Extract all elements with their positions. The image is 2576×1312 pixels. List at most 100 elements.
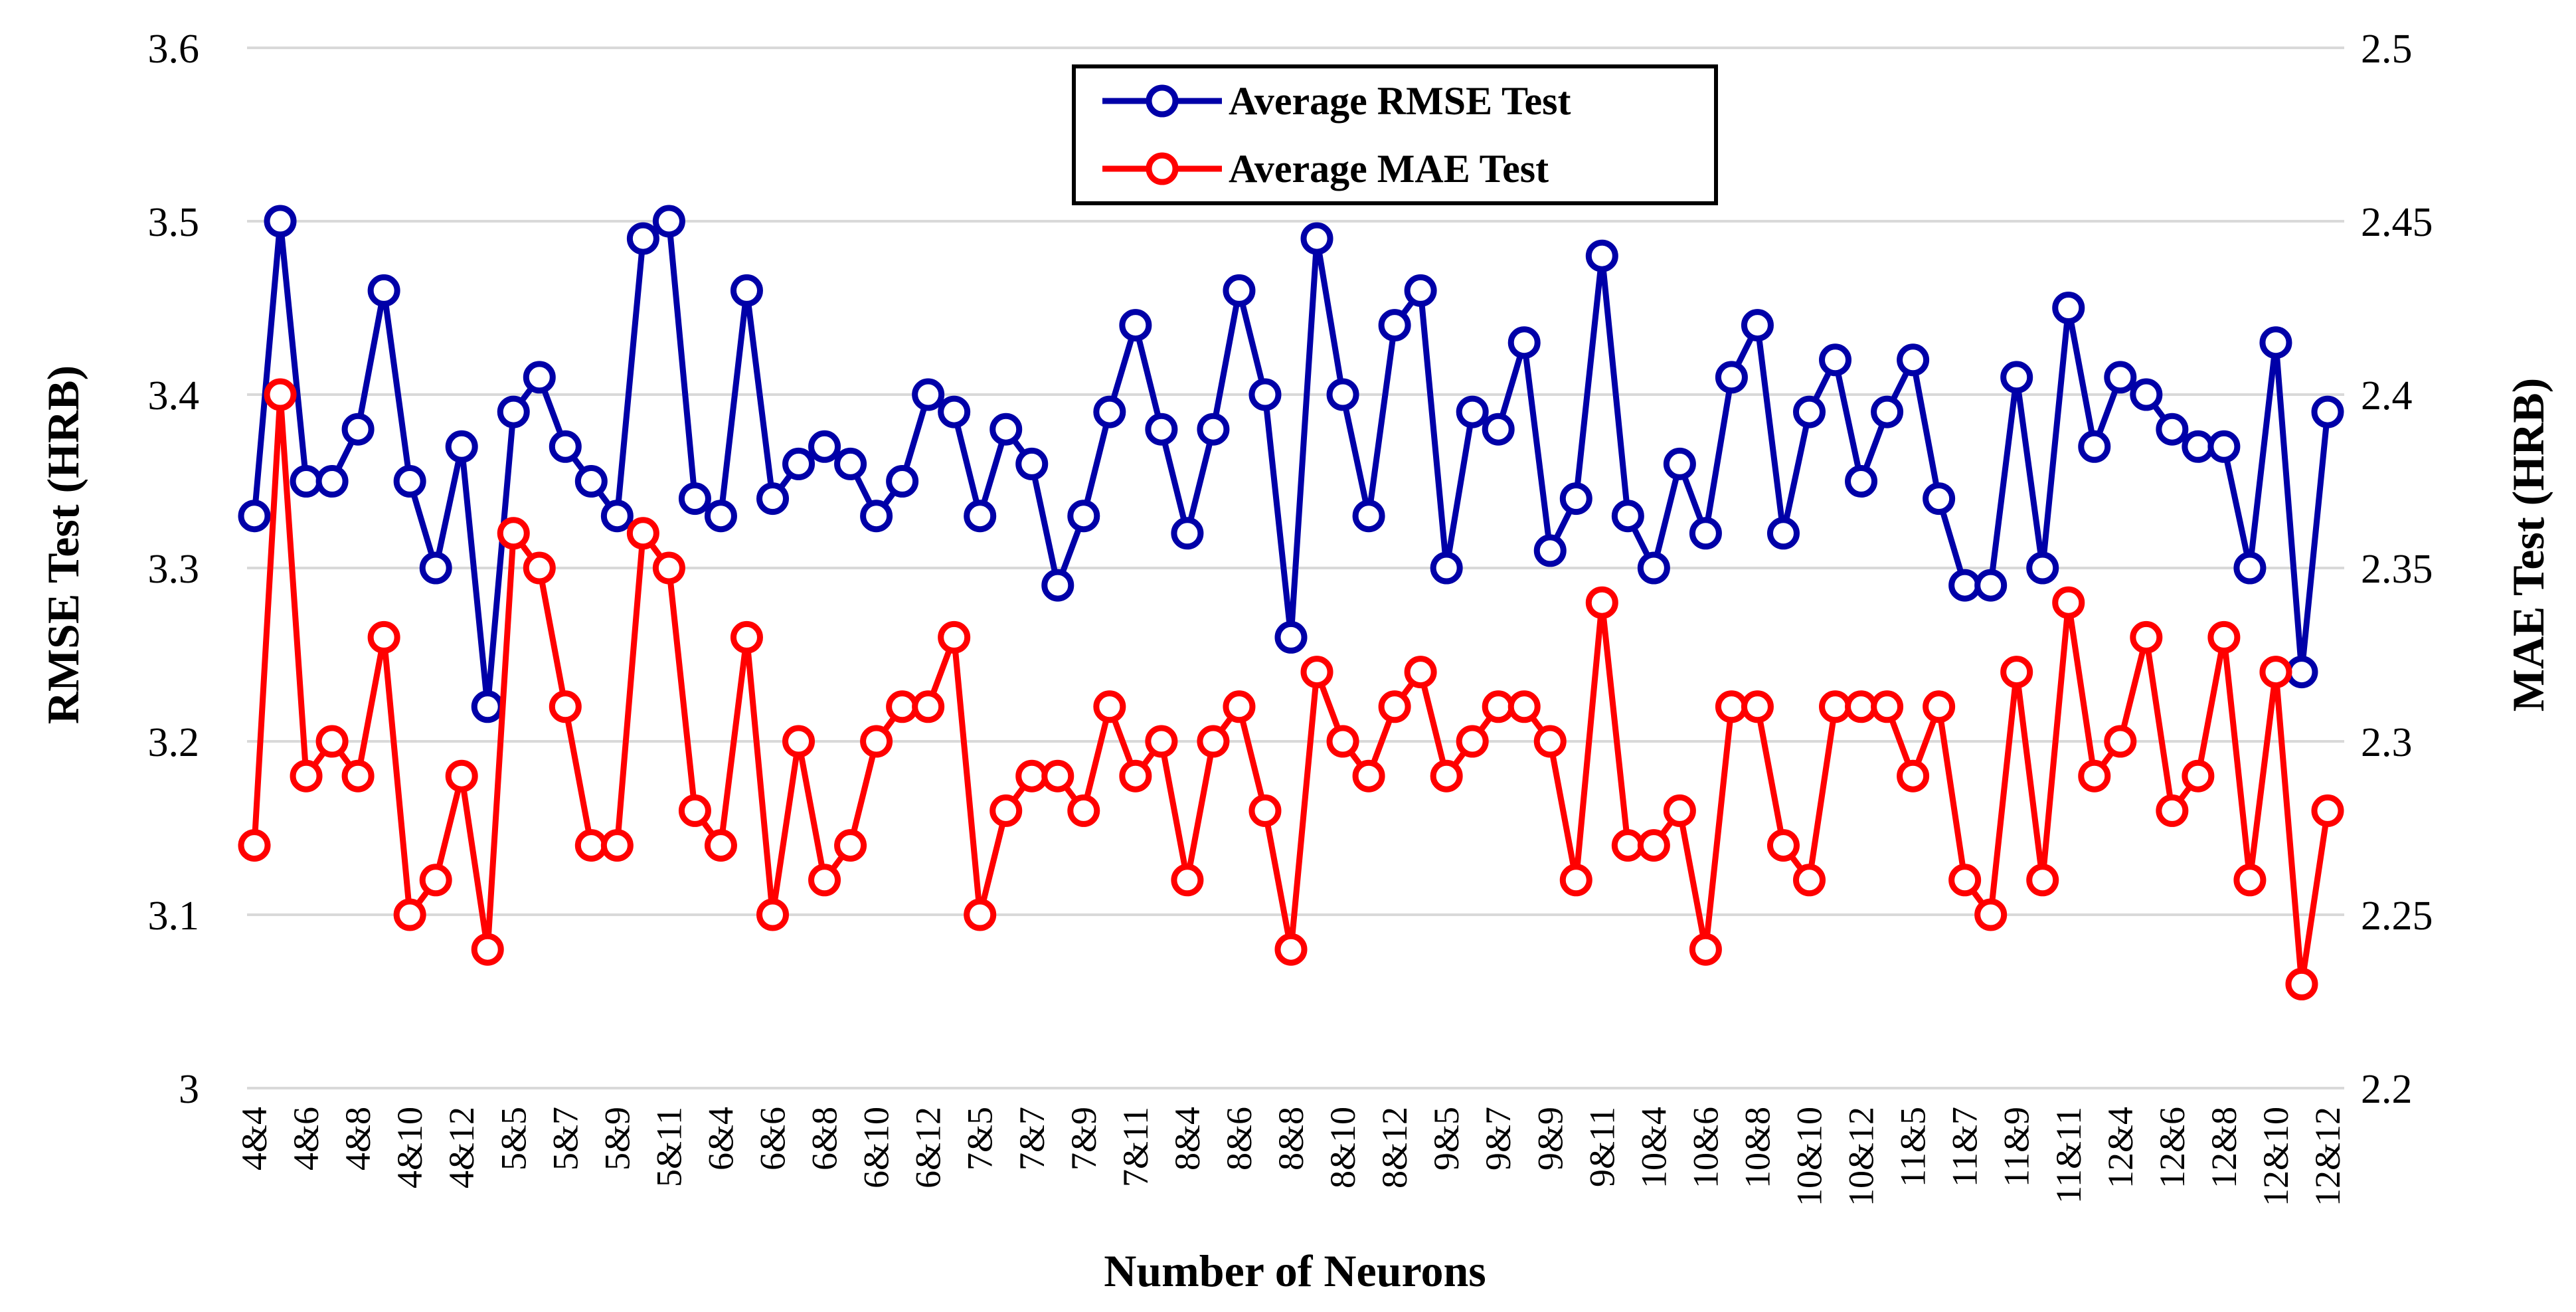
data-point: [1404, 656, 1437, 689]
x-tick-label: 4&10: [390, 1107, 430, 1188]
data-point: [574, 829, 608, 862]
data-point: [1871, 690, 1904, 723]
data-point: [989, 413, 1023, 446]
data-point: [1559, 482, 1592, 515]
right-axis-ticks: 2.2 2.25 2.3 2.35 2.4 2.45 2.5: [2361, 27, 2433, 1112]
legend: Average RMSE Test Average MAE Test: [1072, 64, 1718, 205]
data-point: [1093, 690, 1126, 723]
y-tick-label: 3.5: [148, 200, 200, 245]
y2-tick-label: 2.45: [2361, 200, 2433, 245]
data-point: [1974, 569, 2008, 602]
x-tick-label: 7&7: [1012, 1107, 1052, 1171]
x-tick-label: 12&10: [2256, 1107, 2296, 1206]
data-point: [1766, 517, 1800, 550]
data-point: [290, 465, 323, 498]
data-point: [2052, 586, 2085, 619]
data-point: [1197, 413, 1230, 446]
data-point: [1897, 343, 1930, 377]
x-tick-label: 6&6: [753, 1107, 793, 1171]
data-point: [1119, 309, 1152, 342]
data-point: [1819, 343, 1852, 377]
data-point: [341, 413, 375, 446]
x-tick-label: 10&6: [1685, 1107, 1725, 1188]
data-point: [1404, 274, 1437, 307]
data-point: [834, 447, 867, 480]
x-tick-label: 4&12: [442, 1107, 481, 1188]
data-point: [1482, 413, 1515, 446]
y-tick-label: 3.1: [148, 893, 200, 939]
data-point: [2311, 794, 2344, 827]
x-tick-label: 9&11: [1582, 1107, 1622, 1187]
x-tick-label: 4&6: [286, 1107, 326, 1171]
data-point: [678, 482, 711, 515]
data-point: [1352, 759, 1385, 793]
data-point: [1145, 725, 1178, 758]
data-point: [704, 500, 737, 533]
data-point: [834, 829, 867, 862]
data-point: [1663, 794, 1696, 827]
series-line: [251, 391, 2331, 987]
data-point: [2104, 361, 2137, 394]
data-point: [445, 430, 478, 463]
data-point: [2026, 864, 2059, 897]
data-point: [523, 551, 556, 585]
data-point: [1715, 361, 1748, 394]
data-point: [1974, 898, 2008, 931]
x-tick-label: 12&12: [2308, 1107, 2348, 1206]
x-tick-label: 6&10: [857, 1107, 897, 1188]
x-tick-label: 7&5: [960, 1107, 1000, 1171]
x-tick-label: 8&4: [1167, 1107, 1207, 1171]
x-tick-label: 8&12: [1375, 1107, 1415, 1188]
legend-marker-rmse: [1146, 84, 1179, 118]
data-point: [1326, 378, 1359, 411]
data-point: [1689, 517, 1722, 550]
data-point: [1845, 690, 1878, 723]
data-point: [1845, 465, 1878, 498]
legend-label-rmse: Average RMSE Test: [1229, 79, 1571, 123]
data-point: [756, 898, 789, 931]
data-point: [1093, 395, 1126, 428]
data-point: [2182, 430, 2215, 463]
data-point: [2156, 413, 2189, 446]
data-point: [1041, 569, 1074, 602]
data-point: [2285, 656, 2318, 689]
data-point: [1533, 725, 1567, 758]
data-point: [1456, 395, 1489, 428]
x-tick-label: 10&12: [1842, 1107, 1881, 1206]
x-tick-label: 11&5: [1893, 1107, 1933, 1187]
data-point: [1585, 239, 1618, 272]
data-point: [1015, 759, 1049, 793]
gridlines: [247, 47, 2344, 1089]
data-point: [549, 430, 582, 463]
y2-axis-title: MAE Test (HRB): [2503, 378, 2553, 711]
y2-tick-label: 2.25: [2361, 893, 2433, 939]
data-point: [1300, 656, 1333, 689]
data-point: [1300, 222, 1333, 255]
x-tick-label: 9&9: [1530, 1107, 1570, 1171]
y-tick-label: 3.6: [148, 27, 200, 72]
data-point: [626, 222, 659, 255]
data-point: [1871, 395, 1904, 428]
data-point: [1507, 326, 1541, 359]
data-point: [938, 395, 971, 428]
series-rmse: [238, 205, 2344, 723]
data-point: [678, 794, 711, 827]
data-point: [1507, 690, 1541, 723]
data-point: [497, 517, 530, 550]
x-tick-label: 9&5: [1426, 1107, 1466, 1171]
data-point: [1274, 933, 1308, 966]
data-point: [756, 482, 789, 515]
data-point: [2259, 326, 2292, 359]
x-tick-label: 9&7: [1478, 1107, 1518, 1171]
data-point: [2000, 656, 2033, 689]
data-point: [782, 725, 816, 758]
data-point: [1741, 309, 1774, 342]
data-point: [1923, 482, 1956, 515]
legend-box: [1072, 64, 1718, 205]
data-point: [1923, 690, 1956, 723]
data-point: [730, 274, 763, 307]
data-point: [1223, 690, 1256, 723]
data-point: [2104, 725, 2137, 758]
x-tick-label: 10&4: [1634, 1107, 1674, 1188]
